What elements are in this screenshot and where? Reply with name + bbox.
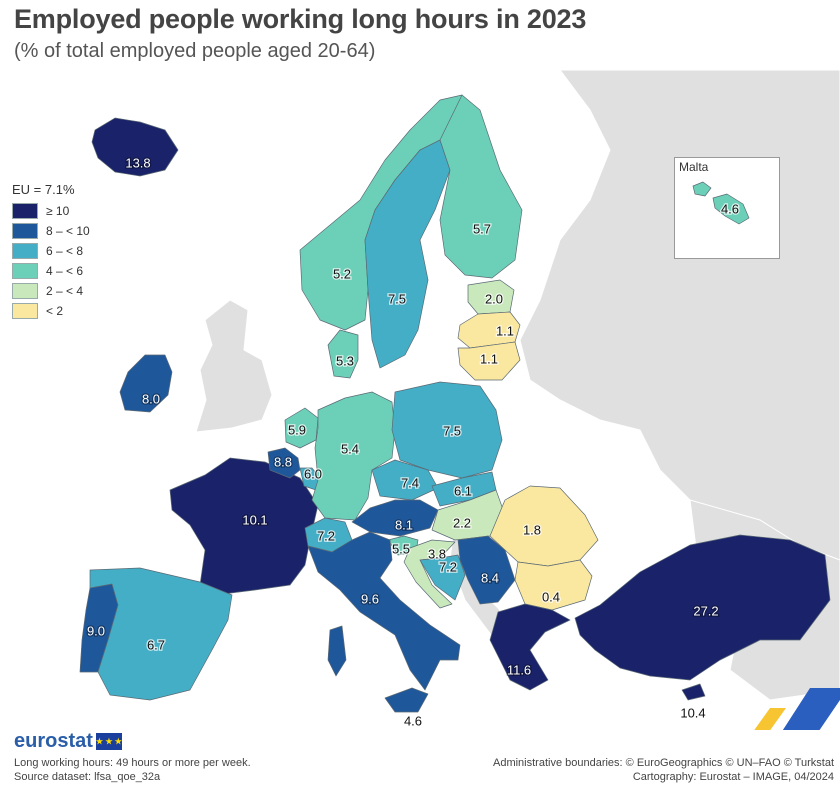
label-austria: 8.1 [395, 517, 413, 532]
country-serbia [457, 535, 516, 605]
footnote-definition: Long working hours: 49 hours or more per… [14, 757, 251, 769]
value-labels: 13.8 8.0 10.1 8.8 5.9 6.0 5.4 5.3 5.2 7.… [86, 154, 720, 730]
label-slovenia: 5.5 [392, 541, 410, 556]
label-sicily: 4.6 [404, 713, 422, 728]
country-spain [89, 567, 233, 701]
label-serbia: 8.4 [481, 570, 499, 585]
country-croatia [403, 539, 456, 609]
label-czechia: 7.4 [401, 475, 419, 490]
country-ireland [119, 354, 173, 413]
legend-item: < 2 [12, 301, 90, 321]
country-italy-sardinia [327, 625, 347, 677]
map-legend: EU = 7.1% ≥ 10 8 – < 10 6 – < 8 4 – < 6 … [12, 182, 90, 321]
footnote-cartography: Cartography: Eurostat – IMAGE, 04/2024 [632, 771, 834, 783]
label-sweden: 7.5 [388, 291, 406, 306]
country-turkiye [574, 534, 831, 681]
legend-swatch [12, 283, 38, 299]
label-netherlands: 5.9 [288, 422, 306, 437]
brand-stripes [754, 688, 840, 730]
legend-item: ≥ 10 [12, 201, 90, 221]
eurostat-logo: eurostat ★ ★ ★ [14, 730, 122, 753]
label-slovakia: 6.1 [454, 483, 472, 498]
legend-item: 4 – < 6 [12, 261, 90, 281]
label-norway: 5.2 [333, 266, 351, 281]
legend-swatch [12, 203, 38, 219]
label-finland: 5.7 [473, 221, 491, 236]
label-turkiye: 27.2 [693, 603, 718, 618]
country-bosnia [419, 554, 466, 601]
label-bosnia: 7.2 [439, 559, 457, 574]
label-malta: 4.6 [721, 201, 739, 216]
label-lithuania: 1.1 [480, 351, 498, 366]
label-bulgaria: 0.4 [542, 589, 560, 604]
country-malta-main [712, 193, 750, 225]
malta-inset-label: Malta [679, 160, 709, 174]
legend-swatch [12, 263, 38, 279]
legend-label: 8 – < 10 [46, 224, 90, 238]
country-shapes [79, 94, 831, 713]
label-ireland: 8.0 [142, 391, 160, 406]
label-spain: 6.7 [147, 637, 165, 652]
label-estonia: 2.0 [485, 291, 503, 306]
logo-text: eurostat [14, 730, 93, 752]
country-sweden [364, 139, 451, 369]
legend-label: ≥ 10 [46, 204, 70, 218]
country-latvia [457, 311, 521, 349]
country-germany [311, 391, 396, 521]
label-poland: 7.5 [443, 423, 461, 438]
legend-label: 2 – < 4 [46, 284, 84, 298]
legend-label: 6 – < 8 [46, 244, 84, 258]
label-switzerland: 7.2 [317, 528, 335, 543]
legend-label: < 2 [46, 304, 64, 318]
label-iceland: 13.8 [125, 155, 150, 170]
label-cyprus: 10.4 [680, 705, 705, 720]
country-italy [307, 531, 461, 691]
legend-title: EU = 7.1% [12, 182, 75, 197]
label-france: 10.1 [242, 512, 267, 527]
footnote-source: Source dataset: lfsa_qoe_32a [14, 771, 161, 783]
country-belgium [267, 447, 301, 479]
country-denmark [327, 329, 359, 379]
label-latvia: 1.1 [496, 323, 514, 338]
footnote-boundaries: Administrative boundaries: © EuroGeograp… [492, 757, 834, 769]
label-greece: 11.6 [507, 662, 531, 677]
label-portugal: 9.0 [87, 623, 105, 638]
legend-label: 4 – < 6 [46, 264, 84, 278]
country-poland [391, 381, 503, 479]
label-hungary: 2.2 [453, 515, 471, 530]
legend-swatch [12, 303, 38, 319]
malta-inset: Malta 4.6 [674, 157, 780, 259]
country-cyprus [681, 683, 706, 701]
eu-flag-icon: ★ ★ ★ [95, 733, 122, 750]
country-malta [692, 181, 712, 197]
legend-swatch [12, 243, 38, 259]
country-iceland [91, 117, 179, 177]
country-italy-sicily [384, 687, 429, 713]
page-subtitle: (% of total employed people aged 20-64) [14, 40, 376, 62]
country-greece [489, 603, 571, 691]
country-finland [439, 94, 523, 279]
label-italy: 9.6 [361, 591, 379, 606]
label-romania: 1.8 [523, 522, 541, 537]
label-belgium: 8.8 [274, 454, 292, 469]
label-germany: 5.4 [341, 441, 359, 456]
legend-item: 8 – < 10 [12, 221, 90, 241]
country-lithuania [457, 341, 521, 381]
label-denmark: 5.3 [336, 353, 354, 368]
page-title: Employed people working long hours in 20… [14, 4, 587, 34]
legend-item: 6 – < 8 [12, 241, 90, 261]
malta-inset-map: 4.6 [692, 181, 750, 225]
country-romania [489, 485, 599, 567]
label-croatia: 3.8 [428, 546, 446, 561]
legend-swatch [12, 223, 38, 239]
legend-item: 2 – < 4 [12, 281, 90, 301]
country-france [169, 457, 319, 596]
label-luxembourg: 6.0 [304, 466, 322, 481]
